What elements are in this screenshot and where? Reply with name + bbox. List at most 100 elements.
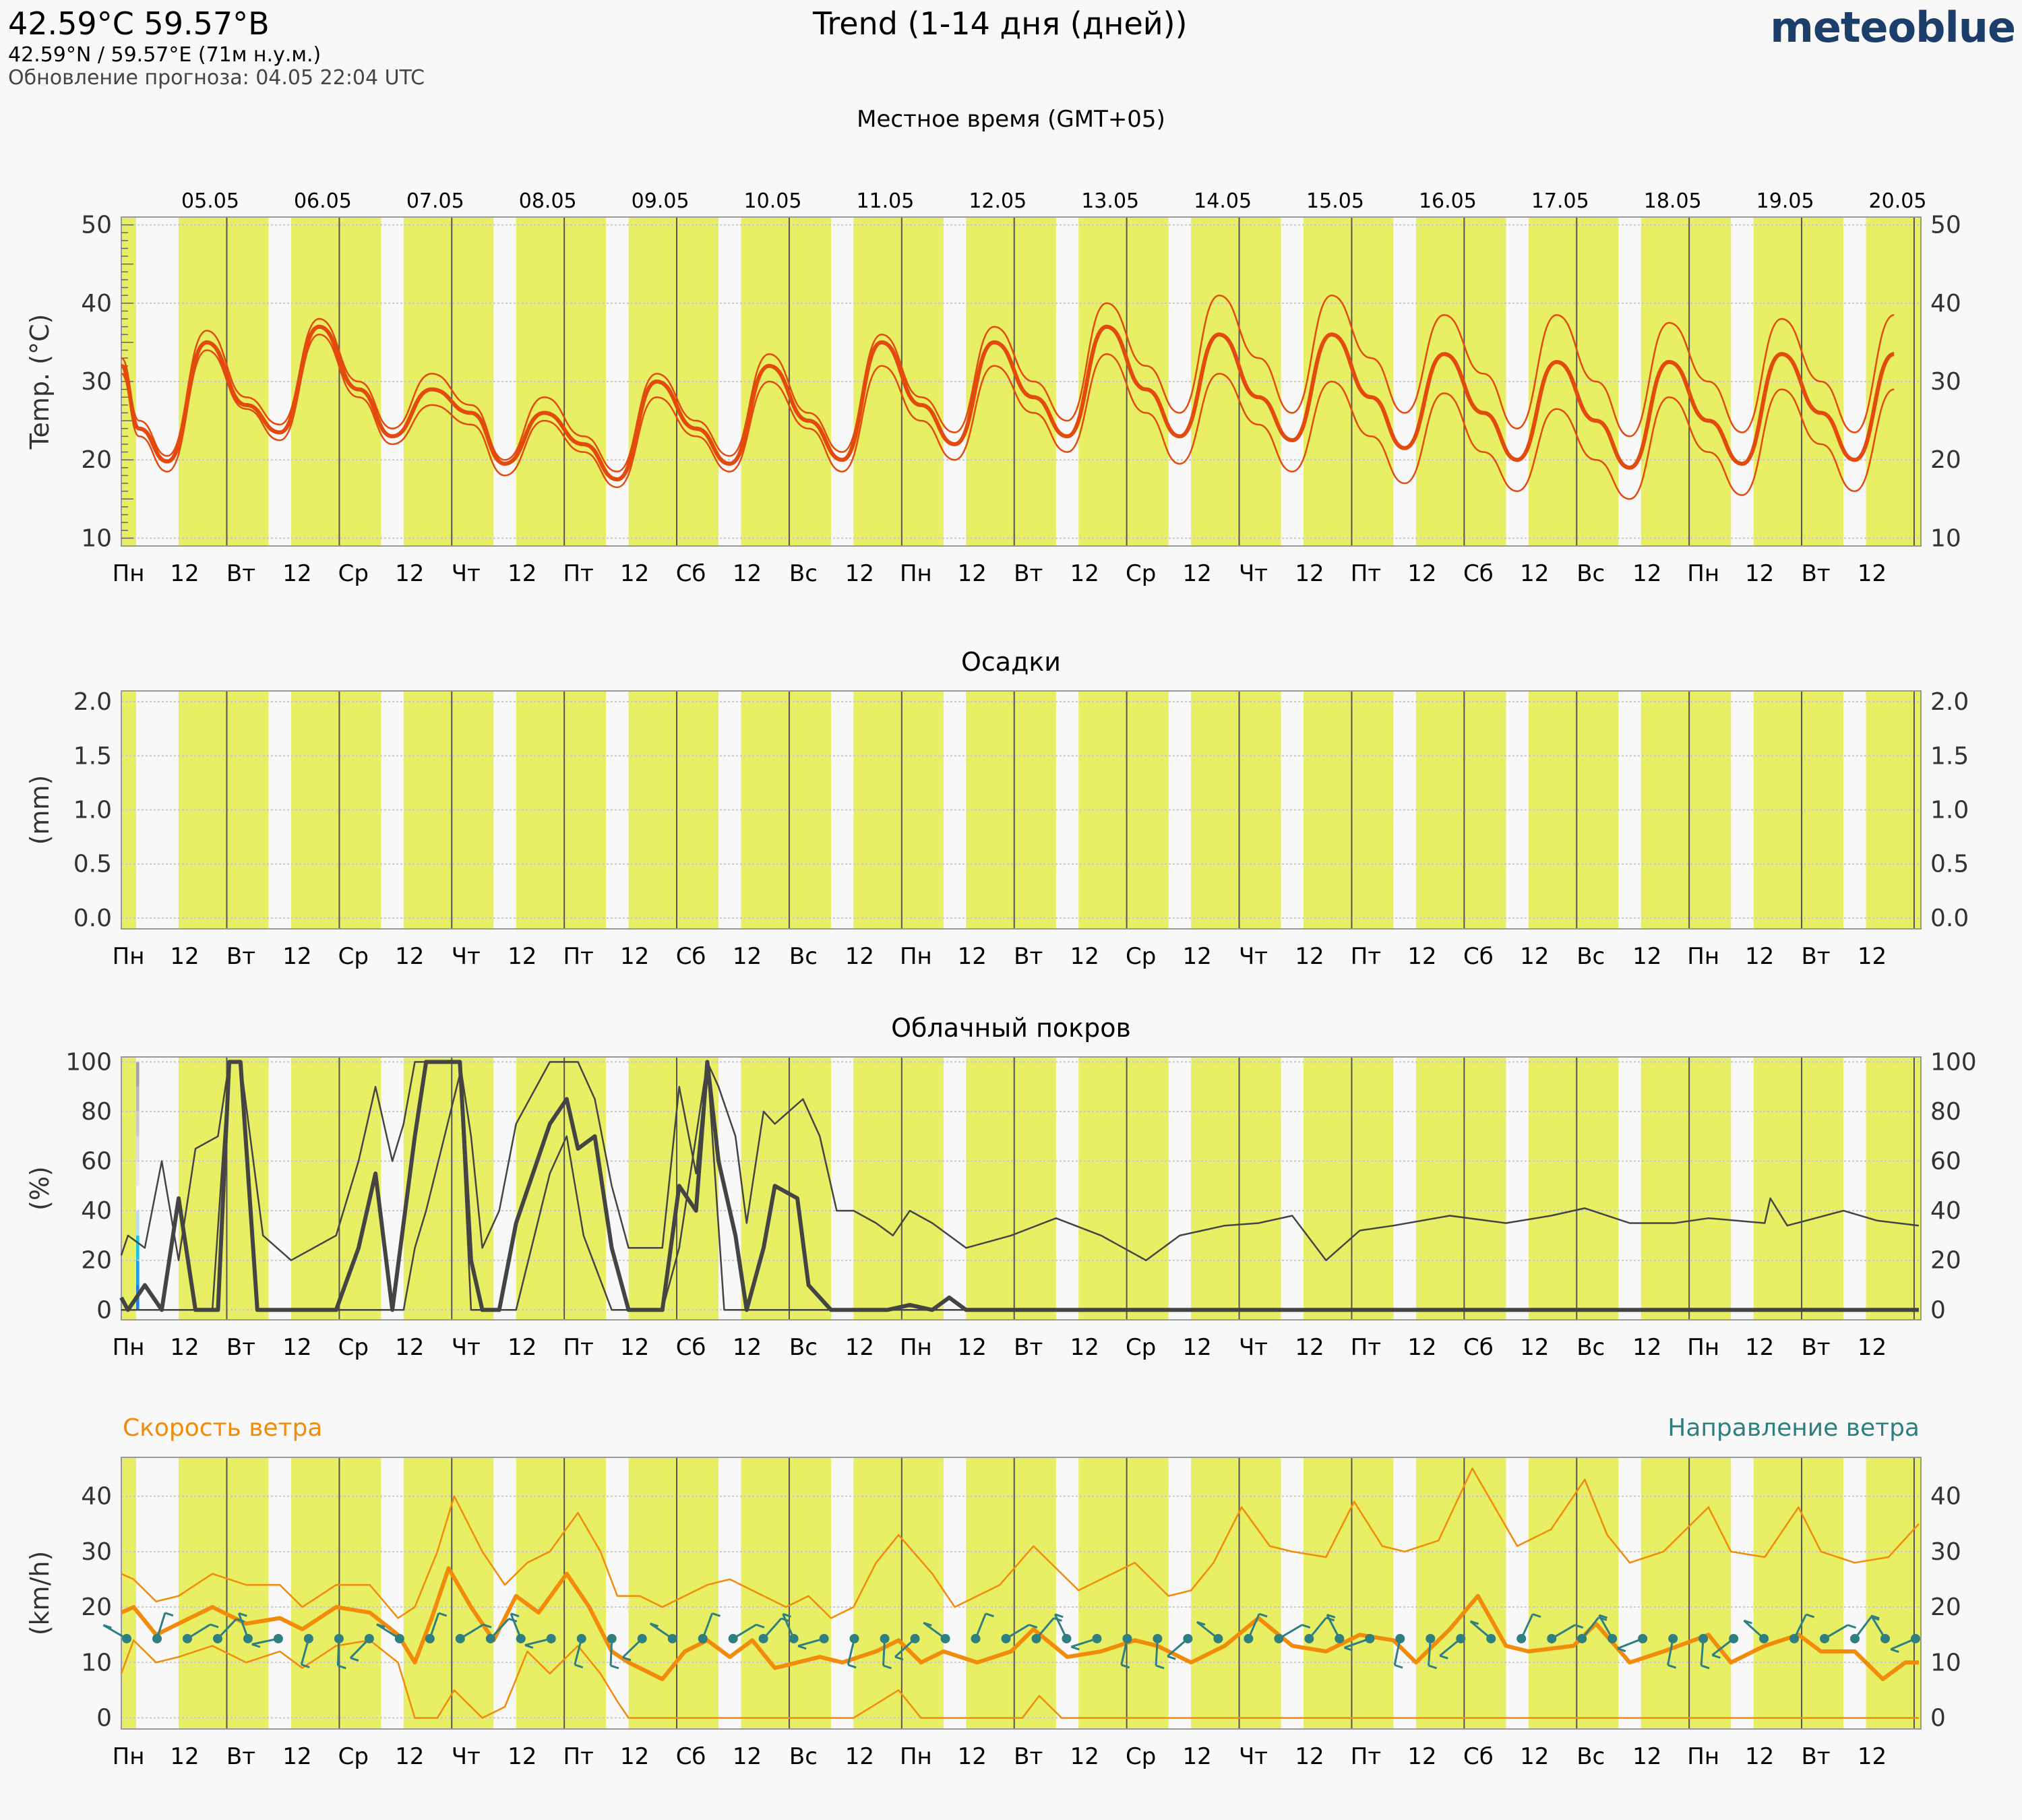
y-tick-left: 1.0 <box>73 797 112 824</box>
x-tick-label: Ср <box>338 1743 369 1770</box>
daylight-band <box>853 1057 944 1320</box>
x-tick-label: 12 <box>1520 1334 1549 1361</box>
x-tick-label: Сб <box>1463 943 1494 970</box>
daylight-band <box>1304 1057 1394 1320</box>
wind-barb-flag <box>712 1612 721 1617</box>
y-tick-left: 80 <box>81 1098 112 1126</box>
wind-direction-marker <box>637 1633 647 1643</box>
x-tick-label: Вс <box>1576 560 1605 587</box>
x-tick-label: Ср <box>1126 943 1156 970</box>
y-tick-left: 20 <box>81 446 112 474</box>
x-tick-label: Пн <box>113 1334 145 1361</box>
wind-barb-flag <box>438 1612 448 1617</box>
x-tick-label: Пн <box>1687 1334 1719 1361</box>
y-tick-left: 50 <box>81 212 112 239</box>
x-tick-label: 12 <box>1745 560 1774 587</box>
wind-direction-marker <box>758 1633 768 1643</box>
wind-direction-marker <box>819 1633 829 1643</box>
wind-barb-flag <box>1806 1613 1815 1618</box>
x-tick-label: 12 <box>845 1334 874 1361</box>
wind-direction-marker <box>516 1633 526 1643</box>
wind-direction-marker <box>1213 1633 1223 1643</box>
x-tick-label: Ср <box>1126 1743 1156 1770</box>
x-tick-label: Чт <box>452 560 481 587</box>
wind-direction-marker <box>1911 1633 1920 1643</box>
y-tick-right: 100 <box>1930 1048 1977 1076</box>
y-axis-label: (mm) <box>25 775 55 845</box>
x-tick-label: Вт <box>1014 1334 1043 1361</box>
wind-direction-marker <box>1031 1633 1041 1643</box>
wind-barb-flag <box>1470 1620 1479 1625</box>
x-tick-label: Ср <box>338 1334 369 1361</box>
x-tick-label: 12 <box>395 1334 424 1361</box>
x-tick-label: 12 <box>282 1334 311 1361</box>
wind-direction-marker <box>698 1633 708 1643</box>
x-tick-label: Вт <box>1801 1743 1830 1770</box>
page-title: Trend (1-14 дня (дней)) <box>813 5 1188 42</box>
wind-barb-flag <box>1890 1648 1899 1654</box>
x-tick-label: Пт <box>1351 943 1381 970</box>
x-tick-label: Чт <box>1239 1334 1268 1361</box>
wind-barb-flag <box>1196 1620 1206 1626</box>
y-tick-right: 10 <box>1930 1649 1961 1676</box>
daylight-band <box>1641 1057 1732 1320</box>
wind-direction-marker <box>212 1633 222 1643</box>
daylight-band <box>1304 1457 1394 1729</box>
y-tick-right: 30 <box>1930 368 1961 396</box>
daylight-band <box>121 691 136 929</box>
wind-barb-flag <box>236 1618 245 1623</box>
y-tick-right: 0.0 <box>1930 905 1969 932</box>
wind-barb-flag <box>1847 1624 1857 1629</box>
date-label: 11.05 <box>856 189 914 213</box>
x-tick-label: Вт <box>226 1743 255 1770</box>
x-tick-label: Вт <box>1014 1743 1043 1770</box>
wind-barb-flag <box>1667 1664 1677 1669</box>
series-upper <box>120 1061 1920 1261</box>
x-tick-label: Ср <box>338 943 369 970</box>
wind-direction-marker <box>364 1633 374 1643</box>
x-tick-label: 12 <box>1858 1743 1887 1770</box>
y-tick-left: 0 <box>96 1705 112 1732</box>
x-tick-label: Вт <box>226 1334 255 1361</box>
wind-direction-marker <box>1850 1633 1860 1643</box>
daylight-band <box>290 1457 381 1729</box>
daylight-band <box>1191 1457 1281 1729</box>
daylight-band <box>1528 1057 1619 1320</box>
x-tick-label: 12 <box>1295 1743 1324 1770</box>
x-tick-label: 12 <box>845 943 874 970</box>
daylight-band <box>1753 1457 1844 1729</box>
series-lower <box>121 1061 1919 1311</box>
x-tick-label: Пн <box>113 943 145 970</box>
wind-barb-flag <box>483 1623 492 1629</box>
wind-direction-marker <box>1335 1633 1345 1643</box>
x-tick-label: Вс <box>789 1334 818 1361</box>
x-tick-label: 12 <box>1407 943 1436 970</box>
daylight-band <box>1528 1457 1619 1729</box>
wind-direction-marker <box>394 1633 404 1643</box>
x-tick-label: 12 <box>1407 560 1436 587</box>
wind-barb-flag <box>350 1657 359 1662</box>
date-label: 20.05 <box>1869 189 1927 213</box>
y-tick-left: 20 <box>81 1247 112 1275</box>
wind-barb-flag <box>164 1612 174 1617</box>
wind-barb-flag <box>847 1664 857 1669</box>
y-axis-label: (km/h) <box>25 1551 55 1636</box>
x-tick-label: 12 <box>1295 1334 1324 1361</box>
wind-barb-flag <box>1167 1655 1176 1660</box>
x-tick-label: Вт <box>1801 1334 1830 1361</box>
x-tick-label: 12 <box>1858 943 1887 970</box>
x-tick-label: 12 <box>1520 1743 1549 1770</box>
wind-direction-marker <box>940 1633 950 1643</box>
daylight-band <box>966 1457 1056 1729</box>
daylight-band <box>628 1457 719 1729</box>
y-tick-right: 0 <box>1930 1296 1946 1324</box>
x-tick-label: 12 <box>1070 943 1099 970</box>
x-tick-label: Чт <box>1239 1743 1268 1770</box>
wind-barb-flag <box>985 1612 994 1618</box>
meteoblue-logo[interactable]: meteoblue <box>1770 3 2016 52</box>
plot-border <box>121 1457 1922 1730</box>
daylight-band <box>516 1057 607 1320</box>
date-label: 15.05 <box>1306 189 1364 213</box>
x-tick-label: 12 <box>1858 560 1887 587</box>
x-tick-label: 12 <box>845 1743 874 1770</box>
